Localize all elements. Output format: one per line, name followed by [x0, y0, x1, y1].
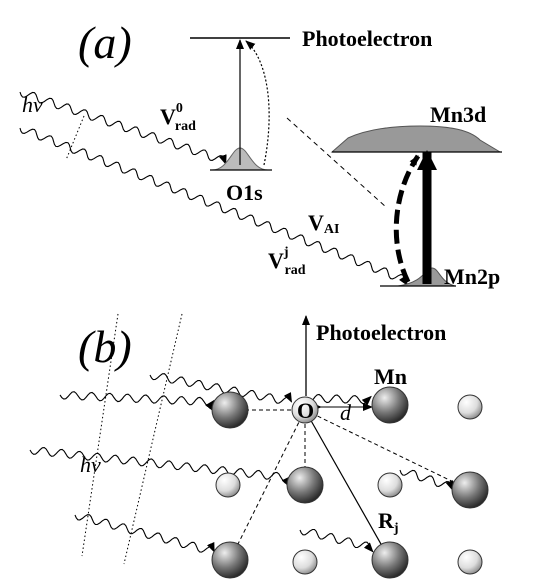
photoelectron-label: Photoelectron — [302, 26, 432, 51]
v-ai-label: VAI — [308, 210, 339, 237]
mn3d-band — [332, 126, 500, 152]
sup: j — [283, 245, 289, 260]
photon-wave — [300, 530, 373, 552]
o1s-label: O1s — [226, 180, 263, 205]
photoelectron-label: Photoelectron — [316, 320, 446, 345]
sup: 0 — [176, 101, 183, 116]
sub: j — [393, 521, 399, 536]
photon-label: hν — [22, 92, 43, 117]
d-label: d — [340, 400, 352, 425]
sub: rad — [285, 263, 306, 278]
photon-label: hν — [80, 452, 101, 477]
mn-label: Mn — [374, 364, 407, 389]
v: V — [308, 210, 324, 235]
photon-wave — [400, 470, 452, 490]
mn2p-label: Mn2p — [444, 264, 500, 289]
r-j-label: Rj — [378, 508, 399, 536]
photon-wave — [75, 515, 214, 552]
photon-wave — [30, 448, 291, 482]
v-rad-j-label: Vj rad — [268, 245, 306, 278]
panel-label: (b) — [78, 321, 132, 372]
panel-label: (a) — [78, 17, 132, 68]
v: V — [160, 104, 176, 129]
scattering-paths — [230, 410, 470, 560]
v: V — [268, 248, 284, 273]
sub: AI — [324, 222, 340, 237]
dashed-arrow — [396, 156, 418, 282]
v-rad-0-label: V0 rad — [160, 101, 196, 134]
dotted-arrow — [246, 41, 269, 165]
r: R — [378, 508, 395, 533]
sub: rad — [175, 119, 196, 134]
figure: (a) Photoelectron O1s Mn3d VAI Mn2p hν V… — [0, 0, 537, 586]
wavefront — [124, 314, 182, 564]
o-label: O — [297, 398, 314, 423]
mn3d-label: Mn3d — [430, 102, 486, 127]
photon-wave — [60, 392, 214, 406]
